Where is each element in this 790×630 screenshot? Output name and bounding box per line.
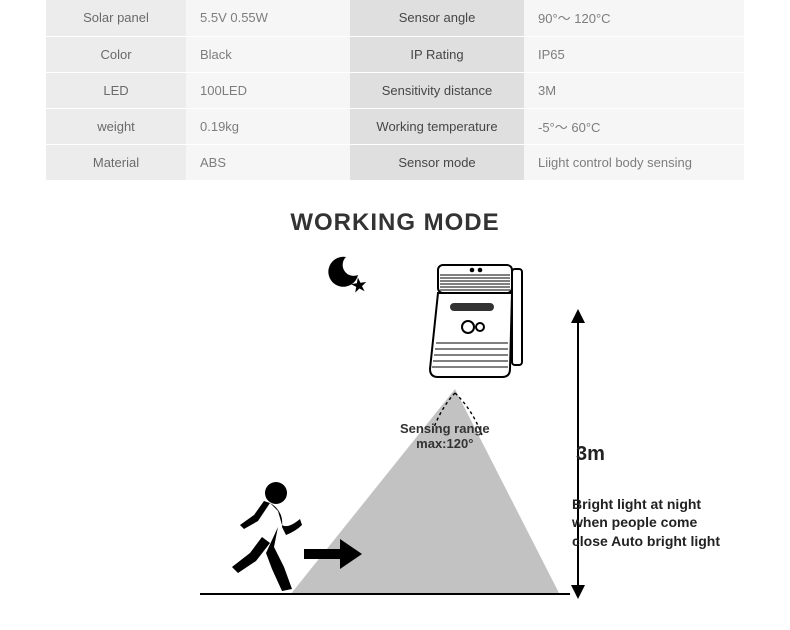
spec-value-right: IP65 — [524, 36, 744, 72]
spec-label-left: LED — [46, 72, 186, 108]
spec-label-left: weight — [46, 108, 186, 144]
spec-row: weight0.19kgWorking temperature-5°～ 60°C — [46, 108, 744, 144]
spec-value-left: Black — [186, 36, 350, 72]
spec-label-left: Material — [46, 144, 186, 180]
spec-value-left: 0.19kg — [186, 108, 350, 144]
star-icon: ★ — [348, 271, 369, 298]
spec-label-right: Working temperature — [350, 108, 524, 144]
spec-value-right: -5°～ 60°C — [524, 108, 744, 144]
spec-value-right: 90°～ 120°C — [524, 0, 744, 36]
spec-row: LED100LEDSensitivity distance3M — [46, 72, 744, 108]
sensing-range-line1: Sensing range — [400, 421, 490, 436]
person-running-icon — [230, 481, 304, 593]
spec-value-right: Liight control body sensing — [524, 144, 744, 180]
spec-label-left: Solar panel — [46, 0, 186, 36]
spec-label-left: Color — [46, 36, 186, 72]
spec-row: MaterialABSSensor modeLiight control bod… — [46, 144, 744, 180]
spec-label-right: Sensor angle — [350, 0, 524, 36]
mode-description-text: Bright light at night when people come c… — [572, 495, 732, 552]
spec-value-left: ABS — [186, 144, 350, 180]
spec-value-right: 3M — [524, 72, 744, 108]
ground-line — [200, 593, 570, 595]
spec-table: Solar panel5.5V 0.55WSensor angle90°～ 12… — [46, 0, 744, 181]
solar-lamp-illustration — [420, 259, 530, 389]
spec-label-right: Sensitivity distance — [350, 72, 524, 108]
working-mode-heading: WORKING MODE — [0, 209, 790, 237]
height-value-label: 3m — [576, 443, 605, 466]
working-mode-diagram: ★ Sensing range max:120° — [0, 249, 790, 599]
sensing-range-label: Sensing range max:120° — [400, 421, 490, 451]
spec-value-left: 5.5V 0.55W — [186, 0, 350, 36]
spec-label-right: Sensor mode — [350, 144, 524, 180]
spec-row: Solar panel5.5V 0.55WSensor angle90°～ 12… — [46, 0, 744, 36]
spec-value-left: 100LED — [186, 72, 350, 108]
sensing-range-line2: max:120° — [416, 436, 473, 451]
motion-arrow-icon — [304, 539, 362, 569]
spec-label-right: IP Rating — [350, 36, 524, 72]
spec-row: ColorBlackIP RatingIP65 — [46, 36, 744, 72]
spec-table-body: Solar panel5.5V 0.55WSensor angle90°～ 12… — [46, 0, 744, 180]
